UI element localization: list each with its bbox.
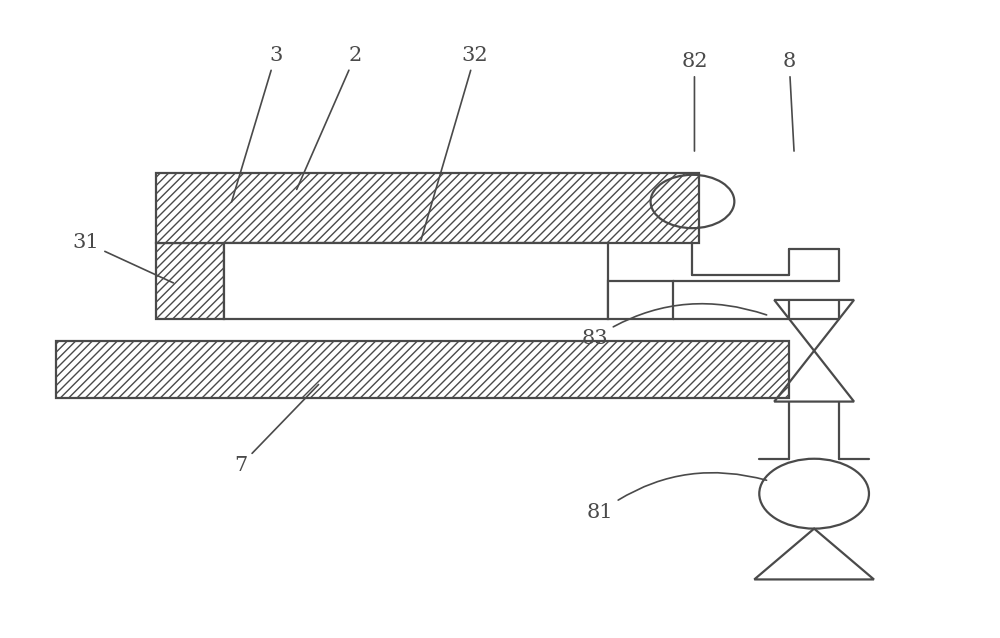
Text: 31: 31: [73, 234, 173, 283]
Bar: [156, 173, 699, 243]
Text: 32: 32: [421, 46, 488, 240]
Bar: [156, 243, 224, 319]
Bar: [56, 341, 789, 398]
Text: 8: 8: [783, 52, 796, 151]
Text: 81: 81: [586, 473, 767, 523]
Text: 7: 7: [234, 385, 319, 475]
Text: 82: 82: [681, 52, 708, 151]
Bar: [608, 281, 673, 319]
Text: 83: 83: [581, 304, 767, 348]
Bar: [224, 243, 608, 319]
Text: 2: 2: [297, 46, 362, 189]
Text: 3: 3: [232, 46, 282, 202]
